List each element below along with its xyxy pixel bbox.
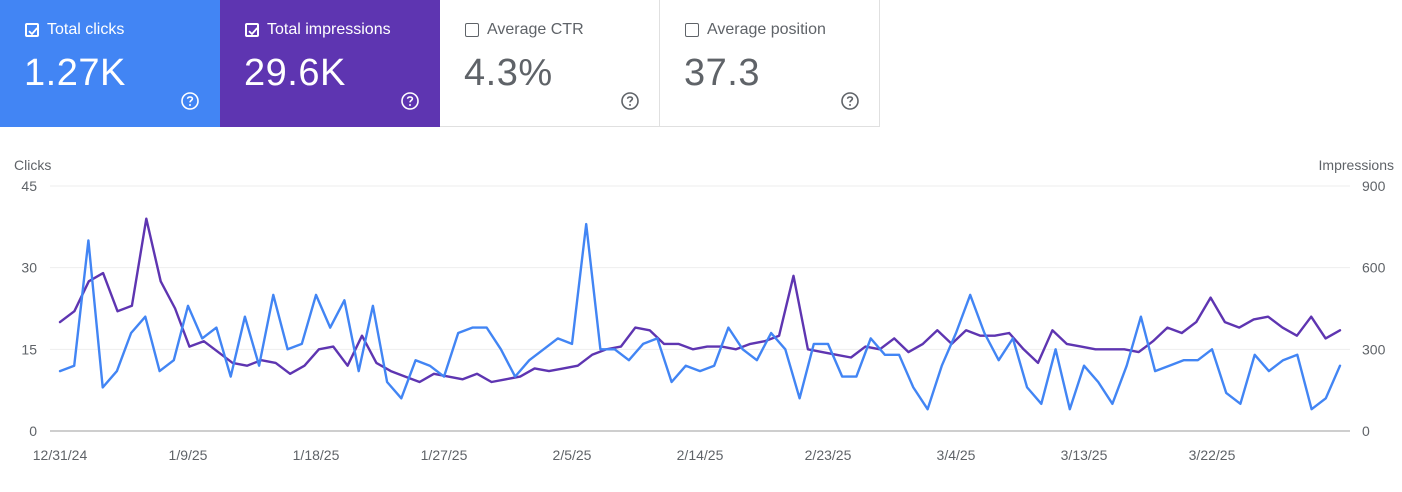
x-tick-label: 2/14/25: [677, 447, 724, 463]
x-tick-label: 3/22/25: [1189, 447, 1236, 463]
average-ctr-card[interactable]: Average CTR 4.3%: [440, 0, 660, 127]
x-tick-label: 1/9/25: [169, 447, 208, 463]
check-icon: [248, 27, 258, 36]
metric-header: Total impressions: [245, 21, 391, 39]
help-circle-icon[interactable]: [840, 91, 860, 111]
right-tick-label: 600: [1362, 260, 1386, 276]
metric-label: Total impressions: [267, 21, 391, 38]
metric-header: Total clicks: [25, 21, 124, 39]
check-icon: [28, 27, 38, 36]
right-tick-label: 900: [1362, 178, 1386, 194]
average-position-card[interactable]: Average position 37.3: [660, 0, 880, 127]
metric-value: 29.6K: [244, 52, 346, 94]
x-tick-label: 1/18/25: [293, 447, 340, 463]
left-tick-label: 45: [21, 178, 37, 194]
x-tick-label: 1/27/25: [421, 447, 468, 463]
metric-label: Average position: [707, 21, 826, 38]
metric-checkbox[interactable]: [25, 23, 39, 37]
right-axis-label: Impressions: [1319, 157, 1394, 173]
left-axis-label: Clicks: [14, 157, 51, 173]
x-tick-label: 12/31/24: [33, 447, 88, 463]
performance-chart: Clicks Impressions 45 900 30 600 15 300 0 0 12/31/…: [14, 157, 1394, 463]
help-circle-icon[interactable]: [180, 91, 200, 111]
metric-cards: Total clicks 1.27K Total impressions 29.6K A…: [0, 0, 880, 127]
x-tick-label: 2/5/25: [553, 447, 592, 463]
metric-value: 37.3: [684, 52, 760, 94]
metric-checkbox[interactable]: [245, 23, 259, 37]
metric-header: Average position: [685, 21, 826, 39]
left-tick-label: 30: [21, 260, 37, 276]
total-clicks-card[interactable]: Total clicks 1.27K: [0, 0, 220, 127]
metric-value: 4.3%: [464, 52, 553, 94]
impressions-series-line: [58, 217, 1342, 384]
clicks-series-line: [58, 222, 1342, 411]
help-circle-icon[interactable]: [620, 91, 640, 111]
left-tick-label: 0: [29, 423, 37, 439]
right-tick-label: 0: [1362, 423, 1370, 439]
metric-label: Total clicks: [47, 21, 125, 38]
metric-value: 1.27K: [24, 52, 126, 94]
metric-label: Average CTR: [487, 21, 584, 38]
total-impressions-card[interactable]: Total impressions 29.6K: [220, 0, 440, 127]
left-tick-label: 15: [21, 341, 37, 357]
x-tick-label: 2/23/25: [805, 447, 852, 463]
metric-checkbox[interactable]: [465, 23, 479, 37]
x-tick-label: 3/13/25: [1061, 447, 1108, 463]
right-tick-label: 300: [1362, 341, 1386, 357]
x-tick-label: 3/4/25: [937, 447, 976, 463]
metric-header: Average CTR: [465, 21, 584, 39]
metric-checkbox[interactable]: [685, 23, 699, 37]
help-circle-icon[interactable]: [400, 91, 420, 111]
